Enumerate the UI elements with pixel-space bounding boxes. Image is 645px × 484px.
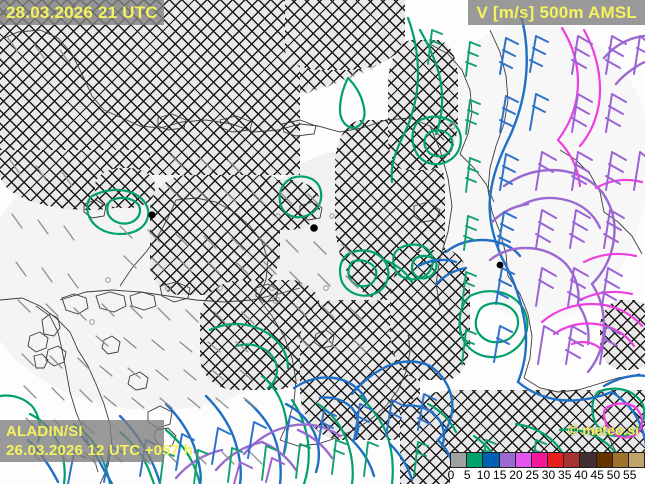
meteo-watermark: © meteo.si [567, 422, 639, 438]
city-circle [275, 213, 281, 219]
legend-swatch-grey [451, 453, 468, 467]
legend-swatch-pink [531, 453, 549, 467]
isotach-15-group [174, 34, 645, 480]
legend-tick-40: 40 [574, 468, 588, 482]
coastline-group [0, 29, 643, 484]
color-legend: 0 5 10 15 20 25 30 35 40 45 50 55 [447, 452, 645, 484]
legend-swatches [450, 452, 645, 468]
city-circle [217, 285, 223, 291]
legend-tick-35: 35 [558, 468, 572, 482]
island-group [27, 113, 441, 447]
city-circle [105, 277, 111, 283]
legend-tick-20: 20 [509, 468, 523, 482]
legend-tick-0: 0 [447, 468, 455, 482]
terrain-mask-hatch [285, 0, 405, 70]
legend-swatch-tan [628, 453, 645, 467]
city-circle [269, 285, 275, 291]
terrain-mask-hatch [0, 0, 300, 175]
legend-swatch-red [548, 453, 565, 467]
legend-swatch-brown [596, 453, 613, 467]
legend-swatch-magenta [515, 453, 532, 467]
city-circle [165, 285, 171, 291]
legend-tick-15: 15 [493, 468, 507, 482]
city-circle [272, 296, 280, 304]
legend-tick-30: 30 [541, 468, 556, 482]
legend-swatch-blue [483, 453, 500, 467]
city-dot [310, 224, 318, 232]
terrain-mask-hatch [250, 180, 320, 230]
legend-tick-labels: 0 5 10 15 20 25 30 35 40 45 50 55 [447, 468, 645, 483]
legend-tick-55: 55 [623, 468, 637, 482]
model-run-label: ALADIN/SI 26.03.2026 12 UTC +057 h [0, 420, 194, 462]
valid-time-text: 28.03.2026 21 UTC [6, 3, 158, 22]
legend-tick-50: 50 [606, 468, 621, 482]
model-name-text: ALADIN/SI [6, 423, 83, 440]
city-marker-group [89, 122, 504, 325]
isotach-10-group [26, 10, 645, 484]
legend-swatch-dark-red [564, 453, 581, 467]
legend-tick-10: 10 [476, 468, 491, 482]
city-dot [148, 211, 156, 219]
city-circle [89, 319, 95, 325]
legend-swatch-violet [499, 453, 516, 467]
legend-tick-5: 5 [463, 468, 471, 482]
city-circle [448, 122, 456, 130]
field-title-label: V [m/s] 500m AMSL [468, 0, 645, 25]
wind-barbs-light-group [7, 37, 367, 465]
isotach-20-group [540, 26, 644, 439]
legend-tick-45: 45 [590, 468, 604, 482]
field-title-text: V [m/s] 500m AMSL [476, 3, 637, 22]
model-run-text: 26.03.2026 12 UTC +057 h [6, 442, 194, 459]
legend-swatch-green [467, 453, 484, 467]
city-circle [323, 285, 329, 291]
wind-barbs-green-group [159, 29, 547, 484]
valid-time-label: 28.03.2026 21 UTC [0, 0, 164, 25]
legend-swatch-dark-brown [580, 453, 597, 467]
legend-swatch-tan-brown [612, 453, 629, 467]
city-dot [496, 261, 504, 269]
city-circle [329, 213, 335, 219]
terrain-mask-hatch [388, 40, 458, 170]
legend-tick-25: 25 [525, 468, 539, 482]
wind-barbs-violet-group [233, 35, 645, 484]
